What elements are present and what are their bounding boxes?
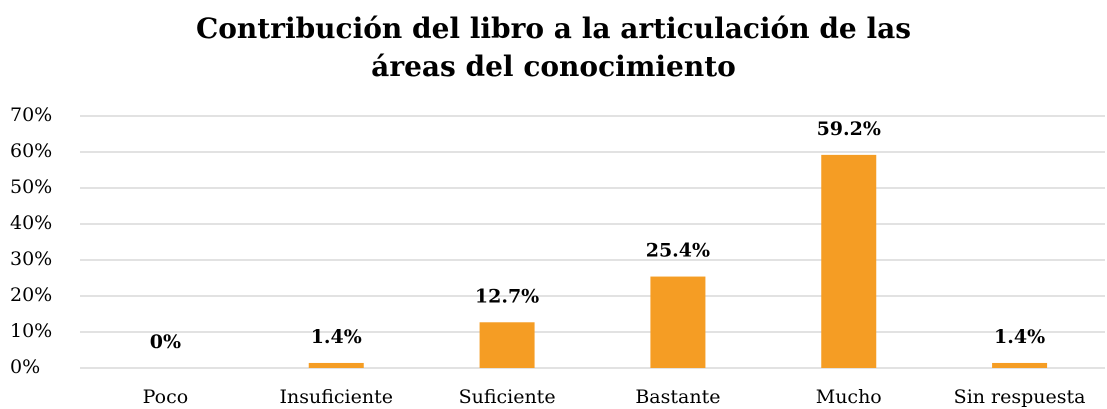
y-tick-label: 20% [10, 284, 52, 306]
chart-title: Contribución del libro a la articulación… [195, 12, 912, 83]
bar [479, 322, 535, 368]
y-tick-label: 30% [10, 248, 52, 270]
x-tick-label: Insuficiente [280, 386, 393, 408]
title-box: Contribución del libro a la articulación… [0, 10, 1107, 86]
bar [308, 362, 364, 368]
data-label: 1.4% [311, 326, 362, 348]
y-tick-label: 10% [10, 320, 52, 342]
y-tick-label: 70% [10, 104, 52, 126]
bar [992, 362, 1048, 368]
x-tick-label: Mucho [816, 386, 882, 408]
bar [821, 154, 877, 368]
y-tick-label: 40% [10, 212, 52, 234]
data-label: 1.4% [994, 326, 1045, 348]
data-label: 12.7% [475, 285, 539, 307]
bar [650, 276, 706, 368]
x-tick-label: Suficiente [459, 386, 556, 408]
y-tick-label: 0% [10, 356, 40, 378]
y-tick-label: 50% [10, 176, 52, 198]
x-tick-label: Bastante [635, 386, 720, 408]
data-label: 59.2% [817, 118, 881, 140]
data-label: 0% [150, 331, 181, 353]
x-tick-label: Poco [143, 386, 189, 408]
data-label: 25.4% [646, 240, 710, 262]
y-tick-label: 60% [10, 140, 52, 162]
x-tick-label: Sin respuesta [954, 386, 1086, 408]
